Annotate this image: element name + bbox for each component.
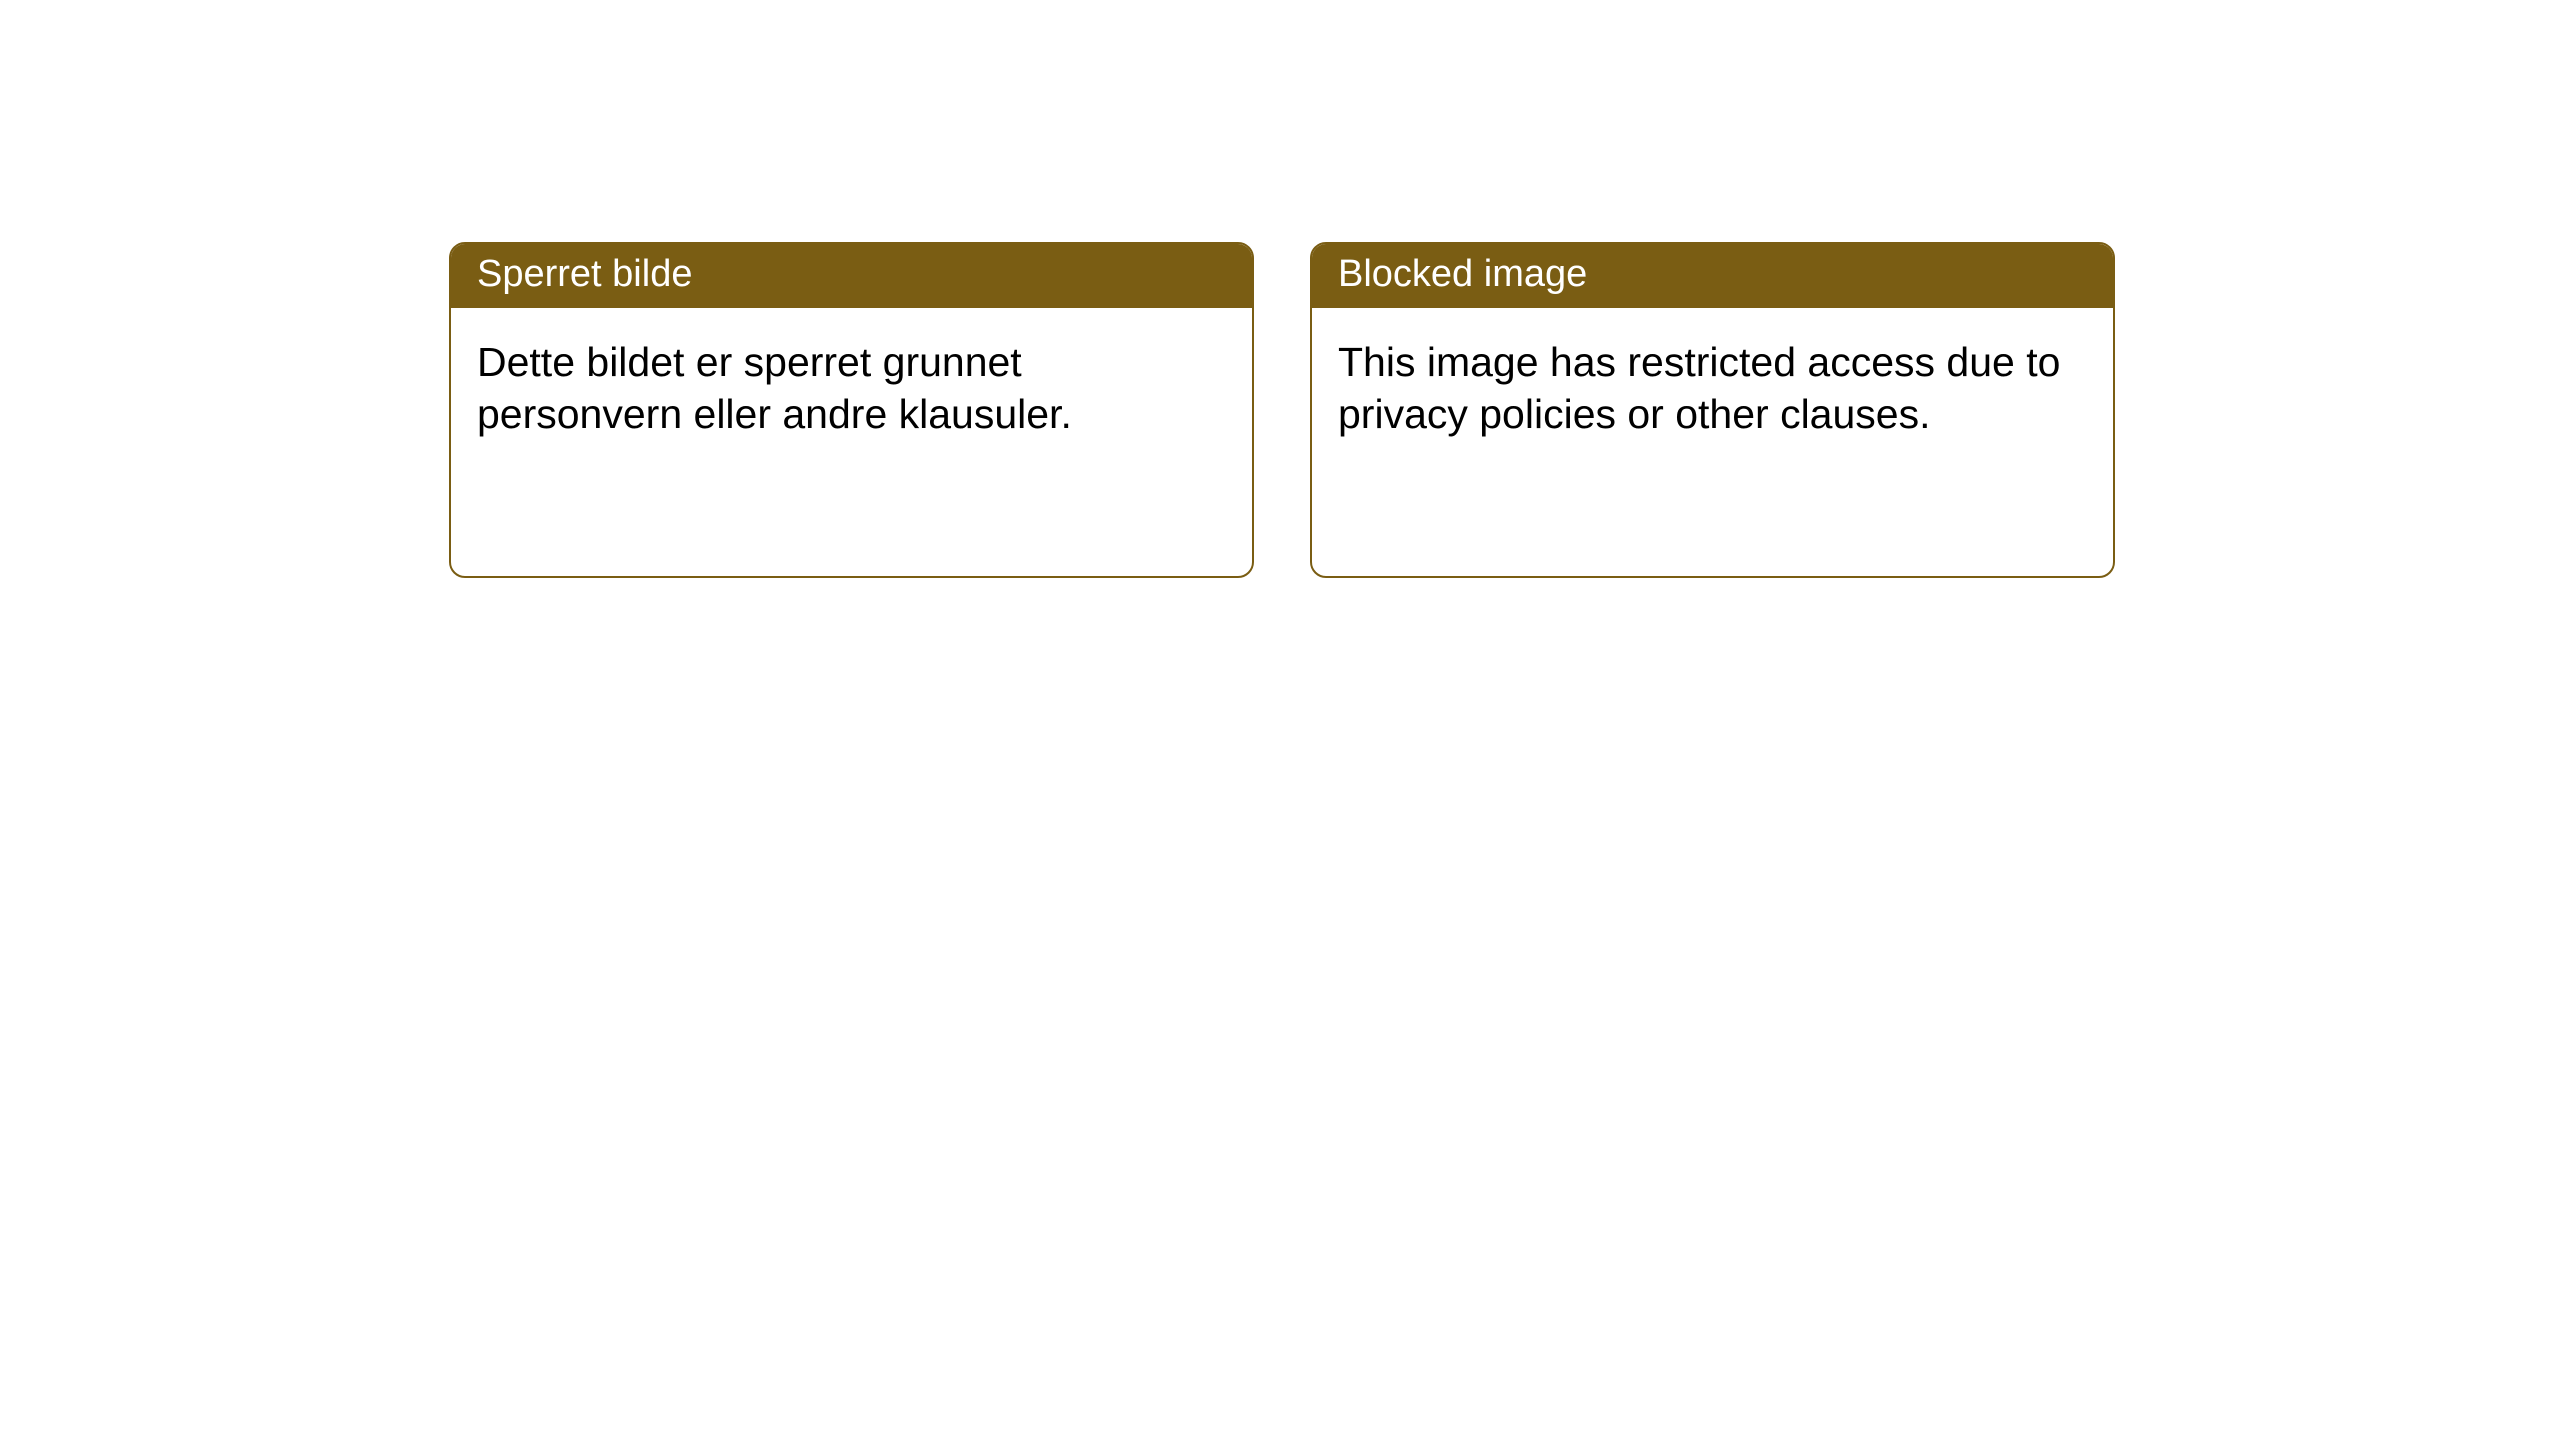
notice-card-english: Blocked image This image has restricted … xyxy=(1310,242,2115,578)
notice-body: Dette bildet er sperret grunnet personve… xyxy=(451,308,1252,468)
notice-container: Sperret bilde Dette bildet er sperret gr… xyxy=(0,0,2560,578)
notice-body: This image has restricted access due to … xyxy=(1312,308,2113,468)
notice-card-norwegian: Sperret bilde Dette bildet er sperret gr… xyxy=(449,242,1254,578)
notice-title: Sperret bilde xyxy=(451,244,1252,308)
notice-title: Blocked image xyxy=(1312,244,2113,308)
